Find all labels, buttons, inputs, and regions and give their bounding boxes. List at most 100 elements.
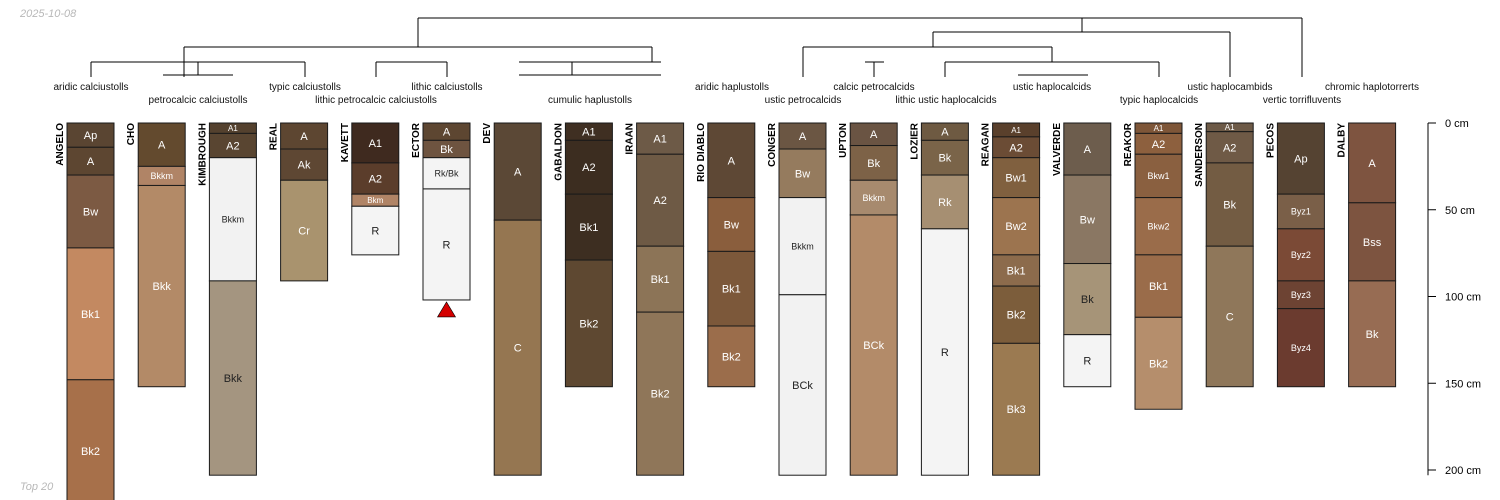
profile-gabaldon: A1 A2 Bk1 Bk2 GABALDON xyxy=(553,122,613,388)
horizon-label: A xyxy=(443,127,451,139)
taxon-label: aridic calciustolls xyxy=(53,82,128,93)
horizon-label: Bk2 xyxy=(1007,310,1026,322)
profile-pecos: Ap Byz1 Byz2 Byz3 Byz4 PECOS xyxy=(1265,122,1325,388)
horizon-label: A1 xyxy=(1225,123,1235,132)
horizon xyxy=(1276,193,1325,230)
axis-tick-label: 50 cm xyxy=(1445,205,1475,217)
horizon-label: A2 xyxy=(1223,142,1236,154)
horizon xyxy=(992,254,1041,287)
horizon xyxy=(351,122,400,164)
horizon xyxy=(992,157,1041,199)
horizon xyxy=(422,188,471,301)
taxon-label: ustic petrocalcids xyxy=(765,95,842,106)
dendrogram xyxy=(90,17,1303,77)
horizon-label: Bkk xyxy=(153,281,172,293)
horizon-label: A1 xyxy=(369,138,382,150)
profile-name: REAL xyxy=(269,123,280,150)
horizon-label: Bk2 xyxy=(651,389,670,401)
horizon xyxy=(280,122,329,150)
profile-sanderson: A1 A2 Bk C SANDERSON xyxy=(1194,122,1254,388)
taxon-label: lithic petrocalcic calciustolls xyxy=(315,95,437,106)
horizon-label: Bk xyxy=(1366,329,1379,341)
horizon-label: A1 xyxy=(653,134,666,146)
horizon-label: A2 xyxy=(1009,142,1022,154)
profile-kimbrough: A1 A2 Bkkm Bkk KIMBROUGH xyxy=(197,122,257,476)
horizon-label: A xyxy=(300,131,308,143)
horizon xyxy=(1276,228,1325,282)
horizon-label: A xyxy=(941,127,949,139)
taxon-label: ustic haplocalcids xyxy=(1013,82,1091,93)
soil-profiles: Ap A Bw Bk1 Bk2 ANGELO A Bkkm Bkk CHO A1 A2 Bkkm Bkk K… xyxy=(55,122,1397,500)
horizon-label: A1 xyxy=(1154,124,1164,133)
taxon-label: calcic petrocalcids xyxy=(833,82,914,93)
horizon-label: Bk2 xyxy=(579,318,598,330)
date-label: 2025-10-08 xyxy=(20,8,77,20)
axis-tick-label: 100 cm xyxy=(1445,292,1481,304)
profile-name: REAKOR xyxy=(1123,122,1134,166)
warning-triangle-icon xyxy=(436,301,457,318)
taxon-label: typic haplocalcids xyxy=(1120,95,1198,106)
horizon xyxy=(778,294,827,476)
horizon-label: Bkkm xyxy=(862,193,885,203)
horizon xyxy=(208,280,257,476)
horizon-label: R xyxy=(371,226,379,238)
profile-ector: A Bk Rk/Bk R ECTOR xyxy=(411,122,471,301)
horizon-label: Rk xyxy=(938,197,952,209)
horizon-label: Bk1 xyxy=(81,309,100,321)
horizon-label: Bk xyxy=(938,153,951,165)
horizon-label: Bk xyxy=(1081,294,1094,306)
profile-dev: A C DEV xyxy=(482,122,542,476)
profile-dalby: A Bss Bk DALBY xyxy=(1337,122,1397,388)
taxon-label: ustic haplocambids xyxy=(1187,82,1272,93)
horizon-label: A2 xyxy=(582,162,595,174)
horizon-label: A xyxy=(514,167,522,179)
horizon-label: Bss xyxy=(1363,237,1382,249)
horizon xyxy=(707,122,756,199)
horizon-label: A1 xyxy=(1011,126,1021,135)
taxon-label: aridic haplustolls xyxy=(695,82,769,93)
horizon-label: C xyxy=(514,343,522,355)
horizon-label: BCk xyxy=(863,340,884,352)
profile-rio-diablo: A Bw Bk1 Bk2 RIO DIABLO xyxy=(696,122,756,388)
axis-tick-label: 150 cm xyxy=(1445,378,1481,390)
horizon xyxy=(66,146,115,176)
profile-reagan: A1 A2 Bw1 Bw2 Bk1 Bk2 Bk3 REAGAN xyxy=(981,122,1041,476)
horizon-label: Bkkm xyxy=(791,241,814,251)
horizon-label: R xyxy=(1083,356,1091,368)
taxon-label: cumulic haplustolls xyxy=(548,95,632,106)
horizon-label: Bk1 xyxy=(1007,265,1026,277)
horizon-label: A2 xyxy=(1152,139,1165,151)
horizon xyxy=(137,122,186,167)
horizon-label: R xyxy=(941,347,949,359)
horizon-label: A xyxy=(728,155,736,167)
profile-name: REAGAN xyxy=(981,123,992,166)
profile-name: SANDERSON xyxy=(1194,123,1205,187)
horizon xyxy=(1205,245,1254,388)
profile-name: UPTON xyxy=(838,123,849,158)
profile-name: RIO DIABLO xyxy=(696,123,707,182)
horizon-label: A2 xyxy=(226,141,239,153)
profile-lozier: A Bk Rk R LOZIER xyxy=(909,122,969,476)
horizon xyxy=(66,379,115,500)
horizon xyxy=(778,148,827,199)
horizon xyxy=(992,342,1041,476)
footer-label: Top 20 xyxy=(20,481,54,493)
horizon-label: A xyxy=(87,156,95,168)
horizon-label: Bk1 xyxy=(579,222,598,234)
horizon xyxy=(280,179,329,282)
horizon-label: R xyxy=(443,239,451,251)
horizon-label: A xyxy=(799,131,807,143)
profile-angelo: Ap A Bw Bk1 Bk2 ANGELO xyxy=(55,122,115,500)
horizon-label: Bw xyxy=(1080,214,1095,226)
horizon-label: Byz4 xyxy=(1291,343,1311,353)
horizon-label: Bkm xyxy=(367,196,383,205)
axis-tick-label: 0 cm xyxy=(1445,118,1469,130)
horizon-label: Bkw2 xyxy=(1147,221,1169,231)
profile-reakor: A1 A2 Bkw1 Bkw2 Bk1 Bk2 REAKOR xyxy=(1123,122,1183,410)
horizon-label: Ap xyxy=(84,130,97,142)
horizon xyxy=(1063,122,1112,176)
profile-upton: A Bk Bkkm BCk UPTON xyxy=(838,122,898,476)
horizon-label: A1 xyxy=(228,124,238,133)
profile-name: CHO xyxy=(126,123,137,145)
